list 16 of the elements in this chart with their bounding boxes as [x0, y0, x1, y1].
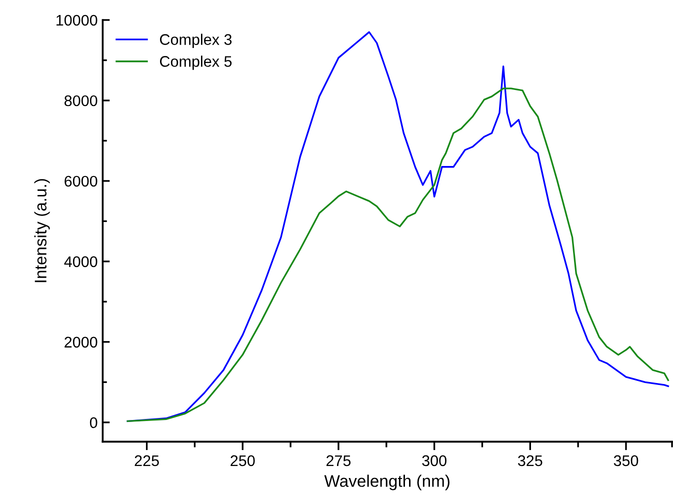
x-tick-label: 225 [134, 455, 159, 466]
x-tick-label: 350 [614, 455, 638, 466]
legend-label: Complex 5 [160, 56, 232, 70]
y-tick-label: 2000 [64, 336, 98, 348]
x-tick-label: 275 [326, 455, 351, 466]
y-tick-label: 8000 [64, 95, 98, 106]
x-tick-label: 300 [422, 455, 446, 466]
y-tick-label: 6000 [64, 176, 98, 187]
x-tick-label: 325 [518, 455, 542, 466]
legend-label: Complex 3 [160, 34, 232, 48]
x-axis-title: Wavelength (nm) [324, 474, 450, 490]
y-axis-title: Intensity (a.u.) [34, 179, 50, 282]
x-tick-label: 250 [230, 455, 255, 466]
y-tick-label: 10000 [56, 14, 98, 26]
y-tick-label: 0 [90, 417, 98, 428]
y-tick-label: 4000 [64, 256, 98, 268]
